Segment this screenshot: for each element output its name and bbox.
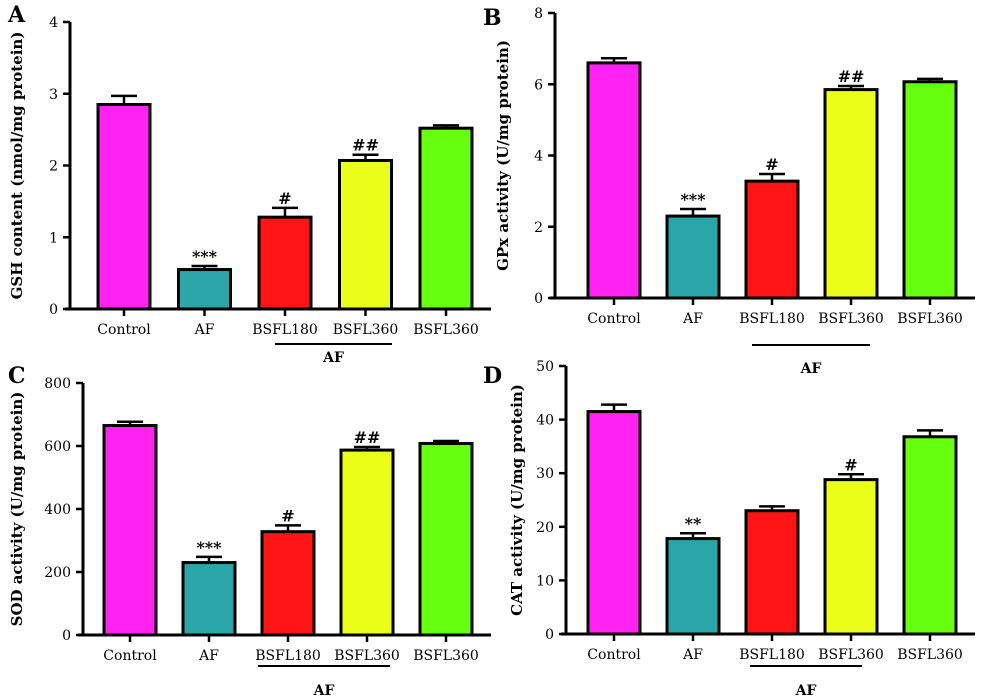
significance-mark: *** — [196, 538, 222, 557]
group-label: AF — [313, 683, 335, 698]
x-tick-label: Control — [97, 322, 151, 338]
x-tick-label: AF — [682, 647, 703, 663]
x-tick-label: Control — [587, 647, 641, 663]
bar-bsfl360 — [902, 435, 958, 636]
x-tick-label: BSFL180 — [252, 322, 318, 338]
panel-letter: C — [8, 363, 26, 389]
y-tick-label: 0 — [534, 291, 543, 307]
bar-bsfl360 — [823, 478, 879, 636]
y-tick-label: 0 — [62, 628, 71, 644]
group-label: AF — [795, 683, 817, 698]
y-tick-label: 2 — [49, 159, 58, 175]
y-tick-label: 600 — [44, 439, 71, 455]
y-tick-label: 800 — [44, 376, 71, 392]
y-tick-label: 0 — [545, 627, 554, 643]
y-tick-label: 200 — [44, 565, 71, 581]
significance-mark: *** — [192, 247, 218, 266]
bar-control — [586, 61, 642, 300]
bar-bsfl360 — [823, 88, 879, 300]
significance-mark: ** — [685, 514, 702, 533]
y-tick-label: 20 — [536, 520, 554, 536]
x-tick-label: BSFL360 — [413, 322, 479, 338]
panel-D: D 0 10 20 30 40 50 CAT activity (U/mg protein) C… — [483, 359, 975, 698]
significance-mark: # — [844, 455, 857, 474]
group-label: AF — [322, 350, 344, 366]
x-tick-label: BSFL360 — [818, 311, 884, 327]
significance-mark: # — [278, 189, 291, 208]
bar-af — [665, 214, 721, 300]
x-tick-label: Control — [103, 648, 157, 664]
x-tick-label: AF — [682, 311, 703, 327]
bar-bsfl360 — [339, 448, 395, 637]
panel-letter: B — [483, 5, 502, 31]
bar-control — [586, 410, 642, 636]
group-label: AF — [800, 361, 822, 377]
bar-af — [177, 268, 232, 311]
x-tick-label: BSFL180 — [255, 648, 321, 664]
x-tick-label: BSFL360 — [897, 647, 963, 663]
panel-C: C 0 200 400 600 800 SOD activity (U/mg protein… — [8, 363, 491, 698]
panel-letter: A — [7, 2, 26, 28]
bar-bsfl180 — [744, 509, 800, 636]
bar-af — [181, 561, 237, 637]
panel-A: A 0 1 2 3 4 GSH content (nmol/mg protein) Contr… — [7, 2, 491, 366]
y-tick-label: 40 — [536, 413, 554, 429]
x-tick-label: BSFL360 — [333, 322, 399, 338]
y-tick-label: 0 — [49, 302, 58, 318]
y-tick-label: 4 — [534, 149, 543, 165]
y-tick-label: 400 — [44, 502, 71, 518]
bar-control — [96, 103, 152, 311]
y-axis-label: SOD activity (U/mg protein) — [8, 392, 26, 627]
x-tick-label: AF — [194, 322, 215, 338]
significance-mark: # — [281, 506, 294, 525]
y-axis-label: GPx activity (U/mg protein) — [494, 40, 512, 271]
y-axis-label: CAT activity (U/mg protein) — [508, 384, 526, 616]
significance-mark: ## — [352, 136, 379, 155]
bar-bsfl360 — [418, 126, 474, 311]
bar-af — [665, 537, 721, 636]
y-tick-label: 10 — [536, 573, 554, 589]
x-tick-label: BSFL360 — [897, 311, 963, 327]
y-tick-label: 50 — [536, 359, 554, 375]
x-tick-label: Control — [587, 311, 641, 327]
bar-bsfl180 — [257, 215, 313, 311]
y-tick-label: 8 — [534, 6, 543, 22]
x-tick-label: BSFL360 — [413, 648, 479, 664]
y-tick-label: 4 — [49, 15, 58, 31]
y-tick-label: 6 — [534, 77, 543, 93]
y-tick-label: 30 — [536, 466, 554, 482]
x-tick-label: BSFL180 — [739, 647, 805, 663]
bar-bsfl360 — [338, 158, 393, 311]
significance-mark: ## — [354, 428, 381, 447]
x-tick-label: BSFL360 — [818, 647, 884, 663]
x-tick-label: AF — [198, 648, 219, 664]
significance-mark: ## — [838, 67, 865, 86]
significance-mark: # — [765, 155, 778, 174]
y-tick-label: 2 — [534, 220, 543, 236]
bar-bsfl180 — [260, 530, 316, 637]
panel-B: B 0 2 4 6 8 GPx activity (U/mg protein) Control… — [483, 5, 975, 377]
bar-bsfl360 — [418, 441, 474, 637]
bar-bsfl180 — [744, 179, 800, 300]
panel-letter: D — [483, 363, 502, 389]
y-tick-label: 1 — [49, 230, 58, 246]
bar-bsfl360 — [902, 80, 958, 300]
y-axis-label: GSH content (nmol/mg protein) — [8, 32, 26, 300]
y-tick-label: 3 — [49, 87, 58, 103]
bar-control — [102, 424, 158, 637]
x-tick-label: BSFL180 — [739, 311, 805, 327]
x-tick-label: BSFL360 — [334, 648, 400, 664]
significance-mark: *** — [680, 190, 706, 209]
